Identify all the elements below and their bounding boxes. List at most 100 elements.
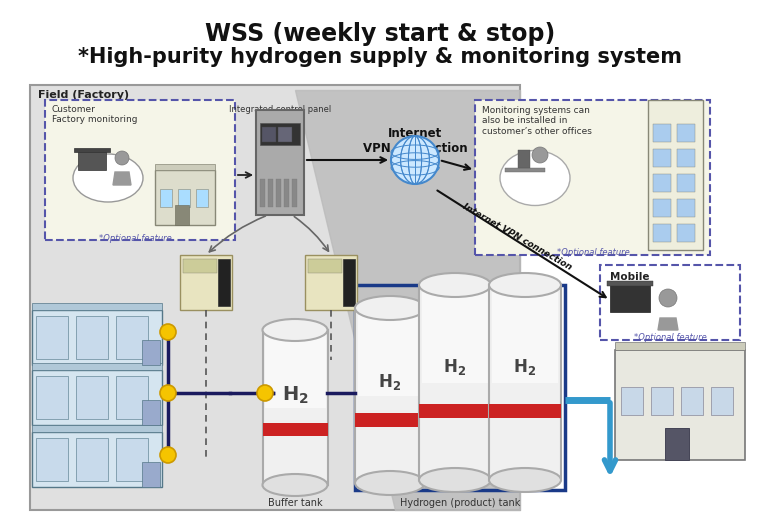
Bar bbox=[116, 316, 148, 359]
Bar bbox=[36, 438, 68, 481]
Bar bbox=[175, 205, 189, 225]
Bar bbox=[358, 312, 422, 396]
Bar bbox=[651, 387, 673, 415]
Bar bbox=[76, 438, 108, 481]
Ellipse shape bbox=[419, 273, 491, 297]
Text: $\mathregular{H_2}$: $\mathregular{H_2}$ bbox=[443, 357, 467, 377]
Circle shape bbox=[160, 324, 176, 340]
Bar bbox=[116, 376, 148, 419]
Circle shape bbox=[115, 151, 129, 165]
Bar bbox=[355, 285, 565, 490]
Bar bbox=[32, 303, 162, 310]
Bar bbox=[32, 370, 162, 425]
Bar bbox=[648, 100, 703, 250]
Bar bbox=[711, 387, 733, 415]
Ellipse shape bbox=[73, 154, 143, 202]
Bar bbox=[492, 289, 558, 383]
Bar bbox=[32, 310, 162, 365]
Bar bbox=[615, 342, 745, 350]
Bar bbox=[183, 259, 217, 273]
Bar bbox=[677, 224, 695, 242]
Bar bbox=[489, 285, 561, 480]
Bar bbox=[262, 127, 276, 142]
Bar bbox=[505, 168, 545, 172]
Text: Customer
Factory monitoring: Customer Factory monitoring bbox=[52, 105, 138, 125]
Text: Internet VPN connection: Internet VPN connection bbox=[461, 201, 574, 271]
Bar bbox=[355, 413, 425, 427]
Ellipse shape bbox=[489, 273, 561, 297]
Text: *Optional feature: *Optional feature bbox=[556, 248, 629, 257]
Bar bbox=[178, 189, 190, 207]
Text: Internet
VPN connection: Internet VPN connection bbox=[363, 127, 467, 155]
Bar bbox=[621, 387, 643, 415]
Bar bbox=[155, 170, 215, 225]
Bar bbox=[142, 340, 160, 365]
Bar bbox=[422, 289, 488, 383]
Bar bbox=[600, 265, 740, 340]
Bar bbox=[74, 148, 110, 152]
Text: $\mathregular{H_2}$: $\mathregular{H_2}$ bbox=[281, 385, 309, 406]
Bar bbox=[610, 284, 650, 312]
Text: Mobile: Mobile bbox=[610, 272, 650, 282]
Text: *Optional feature: *Optional feature bbox=[634, 333, 706, 342]
Bar bbox=[518, 150, 530, 168]
Text: Hydrogen (product) tank: Hydrogen (product) tank bbox=[400, 498, 520, 508]
Bar bbox=[653, 124, 671, 142]
Bar bbox=[677, 199, 695, 217]
Bar bbox=[475, 100, 710, 255]
Bar bbox=[355, 308, 425, 483]
Text: *Optional feature: *Optional feature bbox=[99, 234, 171, 243]
Circle shape bbox=[160, 385, 176, 401]
Bar bbox=[76, 316, 108, 359]
Text: WSS (weekly start & stop): WSS (weekly start & stop) bbox=[205, 22, 555, 46]
Bar bbox=[32, 363, 162, 370]
Bar bbox=[677, 124, 695, 142]
Circle shape bbox=[257, 385, 273, 401]
Bar bbox=[45, 100, 235, 240]
Circle shape bbox=[659, 289, 677, 307]
Ellipse shape bbox=[355, 296, 425, 320]
Bar bbox=[308, 259, 342, 273]
Bar bbox=[419, 404, 491, 418]
Bar bbox=[256, 110, 304, 215]
Bar bbox=[607, 281, 653, 286]
Ellipse shape bbox=[262, 474, 328, 496]
Circle shape bbox=[532, 147, 548, 163]
Bar bbox=[265, 333, 326, 408]
Bar bbox=[263, 423, 328, 436]
Bar bbox=[284, 179, 289, 207]
Bar bbox=[305, 255, 357, 310]
Circle shape bbox=[160, 447, 176, 463]
Bar bbox=[343, 259, 355, 306]
Bar bbox=[278, 127, 292, 142]
Bar bbox=[196, 189, 208, 207]
Bar bbox=[677, 174, 695, 192]
Text: Buffer tank: Buffer tank bbox=[268, 498, 322, 508]
Polygon shape bbox=[658, 318, 678, 330]
Bar bbox=[142, 462, 160, 487]
Bar bbox=[615, 350, 745, 460]
Text: Integrated control panel: Integrated control panel bbox=[229, 105, 331, 114]
Bar bbox=[116, 438, 148, 481]
Bar bbox=[32, 432, 162, 487]
Bar bbox=[681, 387, 703, 415]
Bar bbox=[653, 149, 671, 167]
Bar bbox=[36, 316, 68, 359]
Bar bbox=[78, 150, 106, 170]
Bar bbox=[665, 428, 689, 460]
Bar bbox=[276, 179, 281, 207]
Bar bbox=[142, 400, 160, 425]
Bar bbox=[419, 285, 491, 480]
Text: Field (Factory): Field (Factory) bbox=[38, 90, 129, 100]
Ellipse shape bbox=[419, 468, 491, 492]
Bar bbox=[260, 123, 300, 145]
Bar bbox=[268, 179, 273, 207]
Bar bbox=[677, 149, 695, 167]
Ellipse shape bbox=[500, 150, 570, 206]
Bar bbox=[653, 174, 671, 192]
Bar bbox=[489, 404, 561, 418]
Text: $\mathregular{H_2}$: $\mathregular{H_2}$ bbox=[514, 357, 537, 377]
Bar bbox=[218, 259, 230, 306]
Bar bbox=[292, 179, 297, 207]
Bar bbox=[180, 255, 232, 310]
